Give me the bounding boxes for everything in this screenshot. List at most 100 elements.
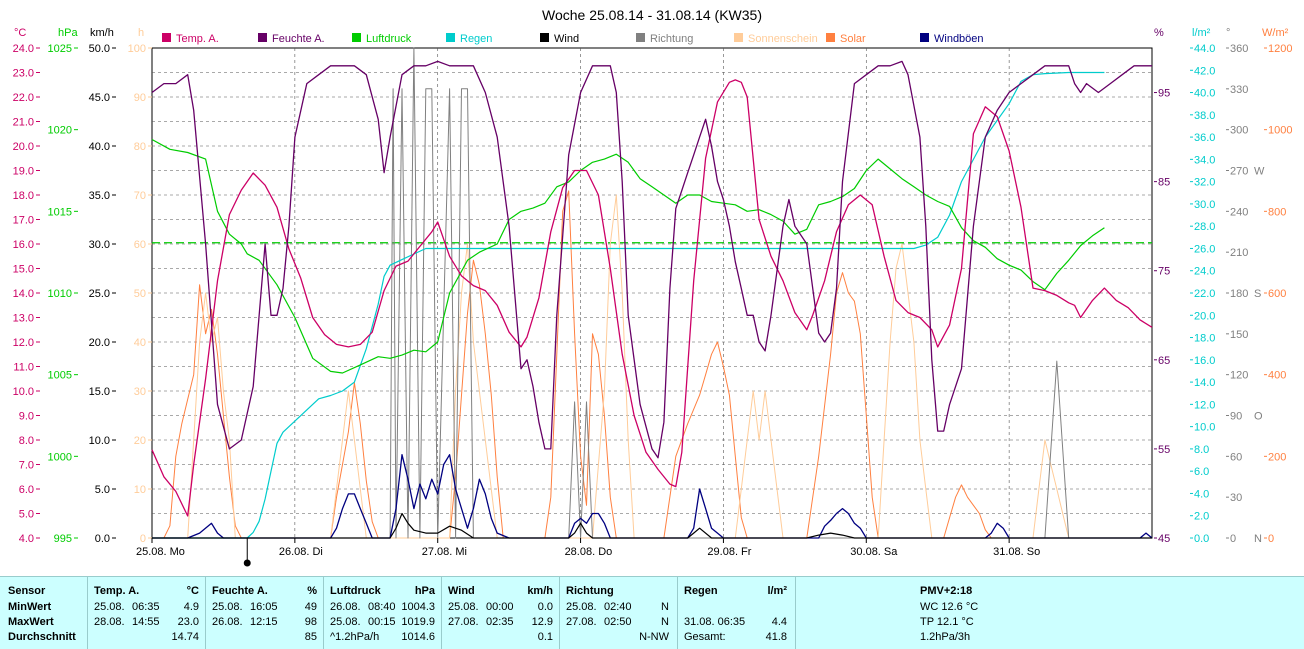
axis-tick-temp: 20.0 (13, 141, 34, 153)
axis-tick-temp: 10.0 (13, 386, 34, 398)
stats-pmv-header: PMV+2:18 (920, 585, 973, 597)
axis-tick-temp: 12.0 (13, 337, 34, 349)
legend-swatch-sonnenschein (734, 33, 743, 42)
x-tick-label: 25.08. Mo (136, 546, 185, 558)
legend-swatch-luftdruck (352, 33, 361, 42)
axis-tick-sun: 50 (134, 288, 146, 300)
axis-tick-solar: 400 (1268, 370, 1286, 382)
stats-regen-total-value: 41.8 (765, 631, 787, 643)
axis-tick-solar: 600 (1268, 288, 1286, 300)
x-axis-labels: 25.08. Mo 26.08. Di 27.08. Mi 28.08. Do 29.0… (136, 538, 1040, 567)
axis-tick-wind: 25.0 (89, 288, 110, 300)
axis-tick-humidity: 55 (1158, 444, 1170, 456)
axis-tick-direction: 120 (1230, 370, 1248, 382)
stats-temp-header: Temp. A. (94, 585, 140, 597)
stats-temp-max-value: 23.0 (177, 616, 199, 628)
axis-tick-temp: 4.0 (19, 533, 34, 545)
legend-swatch-temp (162, 33, 171, 42)
axis-tick-pressure: 1010 (48, 288, 72, 300)
axis-tick-pressure: 1005 (48, 370, 72, 382)
axis-unit-temp: °C (14, 27, 26, 39)
axis-tick-sun: 100 (128, 43, 146, 55)
stats-luftdruck-header: Luftdruck (330, 585, 381, 597)
axis-tick-sun: 20 (134, 435, 146, 447)
stats-richtung-avg-value: N-NW (639, 631, 669, 643)
series-line-temp (151, 79, 1153, 517)
stats-luftdruck-min-date: 26.08. (330, 601, 361, 613)
axis-tick-rain: 20.0 (1194, 310, 1215, 322)
axis-tick-sun: 90 (134, 92, 146, 104)
axis-tick-temp: 21.0 (13, 117, 34, 129)
axis-tick-rain: 44.0 (1194, 43, 1215, 55)
stats-wind-max-date: 27.08. (448, 616, 479, 628)
series-line-wind (152, 512, 1152, 539)
axis-tick-temp: 11.0 (13, 362, 34, 374)
x-tick-label: 30.08. Sa (850, 546, 898, 558)
axis-tick-wind: 0.0 (95, 533, 110, 545)
axis-tick-direction: 270 (1230, 166, 1248, 178)
stats-regen-total-label: Gesamt: (684, 631, 726, 643)
stats-richtung-max-date: 27.08. (566, 616, 597, 628)
stats-regen-header: Regen (684, 585, 718, 597)
series-line-luftdruck (151, 138, 1105, 374)
axis-unit-sun: h (138, 27, 144, 39)
stats-luftdruck-avg-value: 1014.6 (401, 631, 435, 643)
legend: Temp. A. Feuchte A. Luftdruck Regen Wind Rich… (162, 33, 984, 45)
stats-col-pmv: PMV+2:18 WC 12.6 °C TP 12.1 °C 1.2hPa/3h (796, 577, 1304, 649)
legend-label-feuchte: Feuchte A. (272, 33, 325, 45)
stats-col-sensor: Sensor MinWert MaxWert Durchschnitt (0, 577, 88, 649)
stats-richtung-min-time: 02:40 (604, 601, 632, 613)
legend-swatch-windboeen (920, 33, 929, 42)
axis-tick-direction: 0 (1230, 533, 1236, 545)
now-marker-dot (243, 559, 251, 567)
axis-tick-sun: 60 (134, 239, 146, 251)
axis-tick-humidity: 95 (1158, 88, 1170, 100)
axis-tick-temp: 24.0 (13, 43, 34, 55)
series-line-regen (152, 71, 1105, 539)
stats-wind-max-value: 12.9 (531, 616, 553, 628)
stats-wind-avg-value: 0.1 (537, 631, 553, 643)
axis-tick-direction: 300 (1230, 125, 1248, 137)
axis-tick-rain: 38.0 (1194, 110, 1215, 122)
axis-tick-wind: 45.0 (89, 92, 110, 104)
axis-unit-solar: W/m² (1262, 27, 1289, 39)
stats-luftdruck-max-time: 00:15 (368, 616, 396, 628)
stats-luftdruck-min-value: 1004.3 (401, 601, 435, 613)
axis-tick-temp: 15.0 (13, 264, 34, 276)
axis-tick-temp: 6.0 (19, 484, 34, 496)
stats-feuchte-max-value: 98 (304, 616, 317, 628)
weather-chart: Woche 25.08.14 - 31.08.14 (KW35) Temp. A… (13, 7, 1292, 567)
stats-col-regen: Regen l/m² 31.08. 06:35 4.4 Gesamt: 41.8 (678, 577, 796, 649)
stats-col-feuchte: Feuchte A. % 25.08. 16:05 49 26.08. 12:1… (206, 577, 324, 649)
stats-pmv-tp: TP 12.1 °C (920, 616, 974, 628)
axis-tick-rain: 34.0 (1194, 154, 1215, 166)
axis-unit-pressure: hPa (58, 27, 78, 39)
axis-tick-solar: 1000 (1268, 125, 1292, 137)
axis-tick-sun: 80 (134, 141, 146, 153)
legend-label-luftdruck: Luftdruck (366, 33, 412, 45)
axis-unit-direction: ° (1226, 27, 1230, 39)
axis-tick-rain: 30.0 (1194, 199, 1215, 211)
stats-luftdruck-unit: hPa (414, 585, 435, 597)
legend-label-temp: Temp. A. (176, 33, 219, 45)
stats-luftdruck-trend: ^1.2hPa/h (330, 631, 380, 643)
x-tick-label: 31.08. So (993, 546, 1040, 558)
axis-tick-rain: 12.0 (1194, 399, 1215, 411)
stats-feuchte-min-value: 49 (304, 601, 317, 613)
axis-tick-temp: 16.0 (13, 239, 34, 251)
stats-temp-min-date: 25.08. (94, 601, 125, 613)
legend-swatch-wind (540, 33, 549, 42)
stats-wind-min-value: 0.0 (537, 601, 553, 613)
axis-tick-temp: 8.0 (19, 435, 34, 447)
axis-tick-rain: 24.0 (1194, 266, 1215, 278)
axis-tick-direction: 330 (1230, 84, 1248, 96)
legend-label-richtung: Richtung (650, 33, 693, 45)
axis-compass-label: N (1254, 533, 1262, 545)
axis-tick-wind: 15.0 (89, 386, 110, 398)
legend-label-regen: Regen (460, 33, 492, 45)
stats-row-min: MinWert (8, 601, 52, 613)
axis-tick-wind: 10.0 (89, 435, 110, 447)
axis-tick-temp: 22.0 (13, 92, 34, 104)
stats-col-wind: Wind km/h 25.08. 00:00 0.0 27.08. 02:35 … (442, 577, 560, 649)
